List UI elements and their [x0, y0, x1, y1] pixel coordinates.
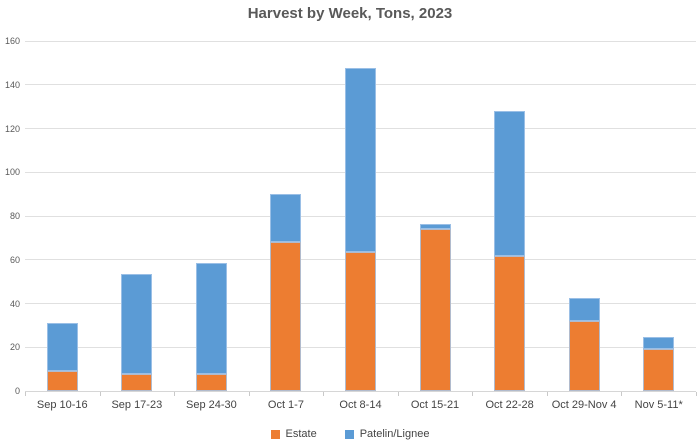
- chart-title: Harvest by Week, Tons, 2023: [247, 5, 453, 22]
- y-tick-label-20: 20: [9, 342, 20, 353]
- x-axis-tick: [546, 392, 548, 396]
- bar-patelin-lignee-oct-29-nov-4: [568, 298, 600, 321]
- x-tick-label-oct-1-7: Oct 1-7: [267, 399, 304, 411]
- x-tick-label-oct-8-14: Oct 8-14: [339, 399, 382, 411]
- x-axis-tick: [621, 392, 623, 396]
- legend-label: Patelin/Lignee: [359, 428, 430, 440]
- x-axis-tick: [25, 392, 26, 396]
- y-tick-label-0: 0: [14, 386, 20, 396]
- bar-estate-sep-10-16: [46, 371, 78, 391]
- x-tick-label-nov-5-11-: Nov 5-11*: [634, 399, 683, 411]
- bar-estate-oct-1-7: [270, 242, 302, 391]
- bar-patelin-lignee-sep-17-23: [121, 273, 153, 374]
- bar-estate-oct-15-21: [419, 229, 451, 391]
- x-tick-label-sep-10-16: Sep 10-16: [36, 399, 88, 411]
- x-axis-tick: [174, 392, 176, 396]
- bar-estate-sep-17-23: [121, 373, 153, 391]
- x-tick-label-sep-24-30: Sep 24-30: [186, 399, 237, 411]
- y-tick-label-140: 140: [4, 79, 20, 90]
- y-tick-label-160: 160: [4, 36, 20, 46]
- bar-patelin-lignee-nov-5-11-: [643, 337, 675, 350]
- y-tick-label-80: 80: [9, 211, 20, 221]
- bar-estate-oct-29-nov-4: [568, 321, 600, 391]
- legend-item-estate: Estate: [270, 428, 317, 440]
- x-axis-tick: [397, 392, 399, 396]
- x-axis-tick: [696, 392, 697, 396]
- bar-estate-oct-8-14: [345, 252, 376, 391]
- x-axis-tick: [248, 392, 250, 396]
- gridline-160: [25, 40, 696, 42]
- bar-patelin-lignee-oct-1-7: [270, 194, 302, 243]
- bar-estate-sep-24-30: [195, 373, 227, 391]
- x-tick-label-oct-15-21: Oct 15-21: [410, 399, 460, 411]
- y-tick-label-120: 120: [4, 123, 20, 134]
- x-axis-tick: [472, 392, 474, 396]
- x-tick-label-oct-22-28: Oct 22-28: [485, 399, 534, 411]
- x-axis-tick: [99, 392, 101, 396]
- legend: Estate Patelin/Lignee: [0, 428, 700, 440]
- legend-swatch-patelin-lignee: [344, 429, 354, 439]
- bar-patelin-lignee-sep-10-16: [46, 323, 78, 372]
- bar-patelin-lignee-oct-22-28: [494, 111, 526, 257]
- x-tick-label-oct-29-nov-4: Oct 29-Nov 4: [551, 399, 617, 411]
- legend-label: Estate: [285, 428, 317, 440]
- plot-area: [25, 40, 696, 392]
- legend-item-patelin-lignee: Patelin/Lignee: [344, 428, 430, 440]
- y-tick-label-60: 60: [9, 254, 20, 265]
- x-axis-tick: [323, 392, 325, 396]
- bar-estate-nov-5-11-: [643, 349, 675, 391]
- y-tick-label-100: 100: [4, 167, 20, 178]
- y-tick-label-40: 40: [9, 298, 20, 309]
- bar-patelin-lignee-oct-15-21: [419, 223, 451, 230]
- legend-swatch-estate: [270, 429, 280, 439]
- bar-patelin-lignee-oct-8-14: [345, 68, 376, 253]
- bar-estate-oct-22-28: [494, 256, 526, 391]
- bar-patelin-lignee-sep-24-30: [195, 263, 227, 374]
- x-tick-label-sep-17-23: Sep 17-23: [111, 399, 163, 411]
